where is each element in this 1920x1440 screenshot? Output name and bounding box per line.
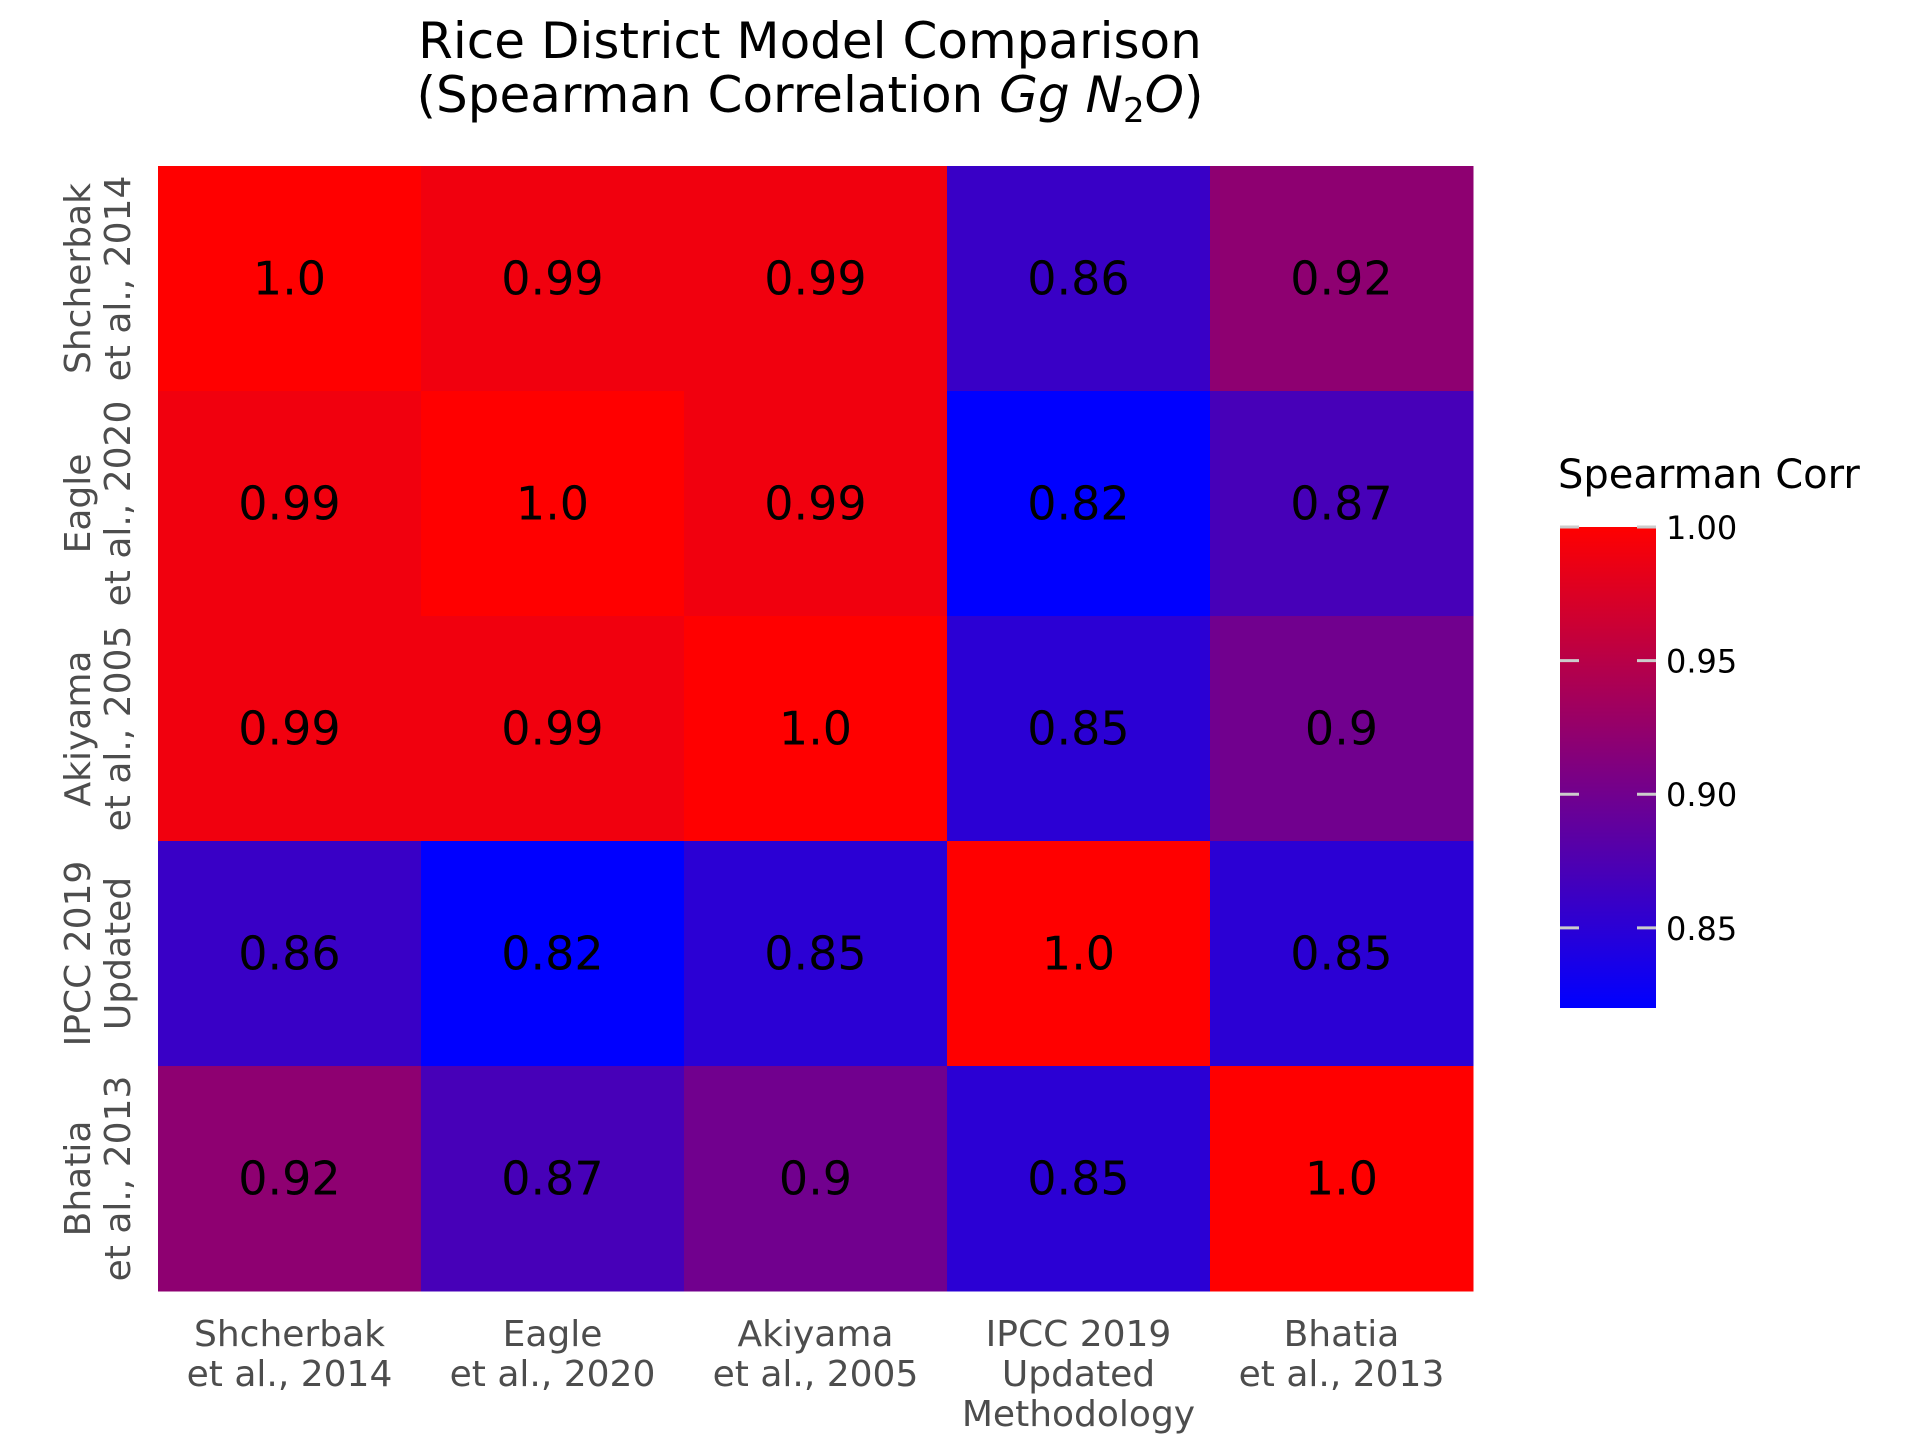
heatmap-cell: [158, 391, 422, 617]
heatmap-cell: [158, 166, 422, 392]
heatmap-cell: [947, 1066, 1211, 1292]
cell-value-label: 0.92: [238, 1152, 340, 1206]
cell-value-label: 0.86: [1027, 252, 1129, 306]
heatmap-cell: [1210, 616, 1474, 842]
cell-value-label: 0.85: [1027, 1152, 1129, 1206]
cell-value-label: 0.99: [238, 477, 340, 531]
x-tick-label: IPCC 2019 Updated Methodology: [962, 1314, 1195, 1435]
colorbar-tick-label: 1.00: [1666, 509, 1737, 547]
heatmap-cell: [1210, 1066, 1474, 1292]
svg-text:Akiyamaet al., 2005: Akiyamaet al., 2005: [58, 626, 139, 832]
heatmap-cell: [1210, 391, 1474, 617]
x-tick-label: Eagle et al., 2020: [450, 1314, 656, 1395]
heatmap-cells: 1.0 0.99 0.99 0.86 0.92 0.99 1.0 0.99 0.82 0.87 0.…: [158, 166, 1474, 1292]
legend-title: Spearman Corr: [1558, 452, 1860, 498]
heatmap-cell: [158, 841, 422, 1067]
heatmap-cell: [421, 616, 685, 842]
y-axis-labels: Shcherbaket al., 2014 Eagleet al., 2020 Ak…: [58, 176, 139, 1282]
heatmap-cell: [421, 391, 685, 617]
y-tick-label: Eagleet al., 2020: [58, 401, 139, 607]
cell-value-label: 0.86: [238, 927, 340, 981]
colorbar-tick-label: 0.90: [1666, 776, 1737, 814]
heatmap-cell: [684, 1066, 948, 1292]
y-tick-label: IPCC 2019Updated: [58, 861, 139, 1047]
cell-value-label: 1.0: [516, 477, 589, 531]
heatmap-cell: [421, 841, 685, 1067]
colorbar-tick-label: 0.95: [1666, 643, 1737, 681]
y-tick-label: Shcherbaket al., 2014: [58, 176, 139, 382]
heatmap-cell: [947, 841, 1211, 1067]
colorbar-tick-label: 0.85: [1666, 910, 1737, 948]
heatmap-cell: [684, 391, 948, 617]
heatmap-cell: [684, 841, 948, 1067]
y-tick-label: Akiyamaet al., 2005: [58, 626, 139, 832]
x-tick-label: Akiyama et al., 2005: [713, 1314, 919, 1395]
heatmap-cell: [947, 616, 1211, 842]
heatmap-cell: [947, 166, 1211, 392]
colorbar-legend: Spearman Corr 1.00 0.95 0.90 0.85: [1558, 452, 1860, 1008]
svg-text:IPCC 2019Updated: IPCC 2019Updated: [58, 861, 139, 1047]
svg-text:Eagleet al., 2020: Eagleet al., 2020: [58, 401, 139, 607]
heatmap-cell: [947, 391, 1211, 617]
cell-value-label: 0.99: [501, 252, 603, 306]
x-tick-label: Bhatia et al., 2013: [1239, 1314, 1445, 1395]
svg-text:Shcherbaket al., 2014: Shcherbaket al., 2014: [58, 176, 139, 382]
cell-value-label: 0.99: [764, 477, 866, 531]
cell-value-label: 1.0: [253, 252, 326, 306]
cell-value-label: 1.0: [1305, 1152, 1378, 1206]
heatmap-cell: [684, 616, 948, 842]
chart-title-line1: Rice District Model Comparison: [418, 12, 1202, 70]
x-tick-label: Shcherbak et al., 2014: [187, 1314, 393, 1395]
heatmap-cell: [158, 1066, 422, 1292]
cell-value-label: 0.99: [764, 252, 866, 306]
heatmap-cell: [421, 1066, 685, 1292]
heatmap-cell: [1210, 841, 1474, 1067]
cell-value-label: 0.99: [238, 702, 340, 756]
cell-value-label: 0.82: [501, 927, 603, 981]
cell-value-label: 0.92: [1290, 252, 1392, 306]
svg-text:Bhatiaet al., 2013: Bhatiaet al., 2013: [58, 1076, 139, 1282]
cell-value-label: 0.99: [501, 702, 603, 756]
cell-value-label: 0.85: [764, 927, 866, 981]
cell-value-label: 0.82: [1027, 477, 1129, 531]
heatmap-cell: [421, 166, 685, 392]
cell-value-label: 1.0: [1042, 927, 1115, 981]
cell-value-label: 0.85: [1290, 927, 1392, 981]
chart-title-line2: (Spearman Correlation Gg N2O): [417, 66, 1204, 131]
cell-value-label: 0.9: [779, 1152, 852, 1206]
cell-value-label: 0.87: [501, 1152, 603, 1206]
cell-value-label: 0.85: [1027, 702, 1129, 756]
cell-value-label: 0.9: [1305, 702, 1378, 756]
heatmap-cell: [158, 616, 422, 842]
y-tick-label: Bhatiaet al., 2013: [58, 1076, 139, 1282]
cell-value-label: 1.0: [779, 702, 852, 756]
colorbar: [1560, 527, 1656, 1008]
cell-value-label: 0.87: [1290, 477, 1392, 531]
heatmap-cell: [684, 166, 948, 392]
x-axis-labels: Shcherbak et al., 2014 Eagle et al., 2020 Ak…: [187, 1314, 1445, 1435]
heatmap-cell: [1210, 166, 1474, 392]
